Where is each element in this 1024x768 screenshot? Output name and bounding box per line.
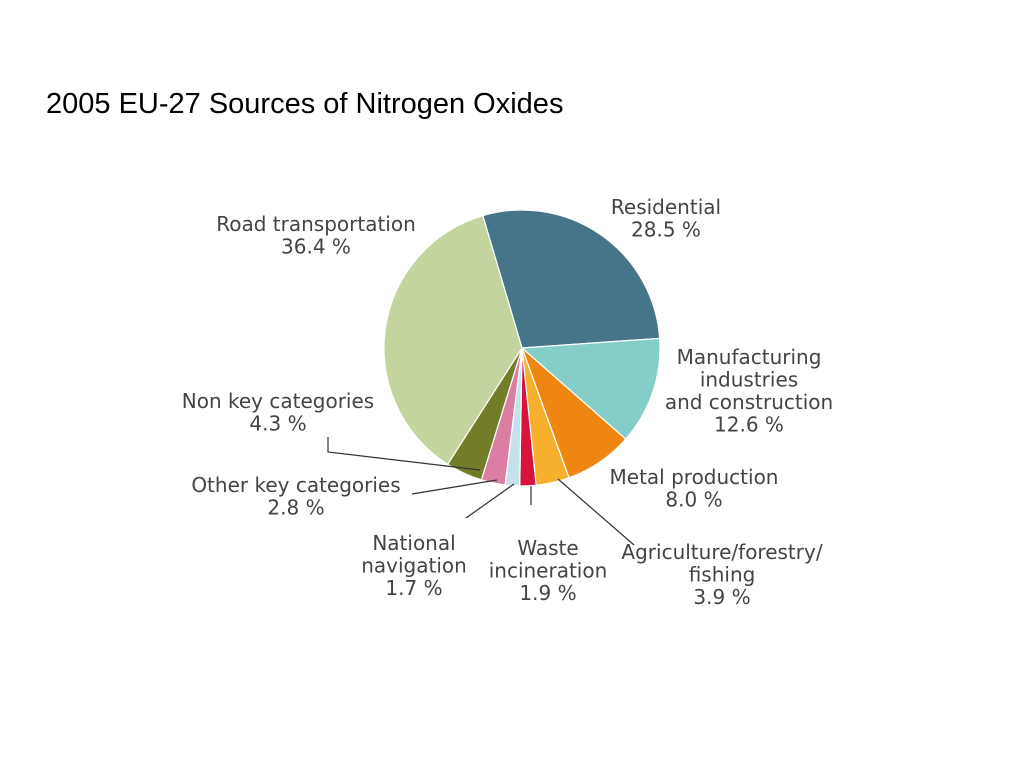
slice-name-agriculture: fishing bbox=[689, 563, 756, 587]
slice-name-non-key: Non key categories bbox=[182, 389, 374, 413]
slice-value-agriculture: 3.9 % bbox=[693, 585, 750, 609]
slice-value-road: 36.4 % bbox=[281, 235, 351, 259]
leader-line-non-key bbox=[327, 437, 481, 471]
slice-name-metal: Metal production bbox=[610, 465, 779, 489]
slice-label-road: Road transportation 36.4 % bbox=[216, 212, 416, 259]
slice-label-waste: Waste incineration 1.9 % bbox=[489, 536, 608, 605]
slice-label-residential: Residential 28.5 % bbox=[611, 195, 721, 242]
leader-line-navigation bbox=[465, 483, 515, 519]
chart-title: 2005 EU-27 Sources of Nitrogen Oxides bbox=[46, 88, 564, 120]
slice-name-manufacturing: and construction bbox=[665, 390, 833, 414]
slice-name-navigation: navigation bbox=[361, 554, 467, 578]
slice-name-agriculture: Agriculture/forestry/ bbox=[621, 540, 822, 564]
slice-value-residential: 28.5 % bbox=[631, 218, 701, 242]
slice-label-manufacturing: Manufacturing industries and construction 1… bbox=[665, 345, 833, 437]
pie-slice-road bbox=[383, 214, 523, 466]
slice-name-manufacturing: industries bbox=[700, 368, 798, 392]
slice-value-navigation: 1.7 % bbox=[385, 576, 442, 600]
slice-name-residential: Residential bbox=[611, 195, 721, 219]
slice-name-other-key: Other key categories bbox=[191, 473, 400, 497]
slice-label-non-key: Non key categories 4.3 % bbox=[182, 389, 374, 436]
slice-name-waste: Waste bbox=[517, 536, 578, 560]
slice-value-metal: 8.0 % bbox=[665, 488, 722, 512]
slice-value-waste: 1.9 % bbox=[519, 581, 576, 605]
slice-label-other-key: Other key categories 2.8 % bbox=[191, 473, 400, 520]
slice-label-agriculture: Agriculture/forestry/fishing 3.9 % bbox=[621, 540, 822, 609]
slice-name-road: Road transportation bbox=[216, 212, 416, 236]
pie-slice-residential bbox=[482, 209, 661, 349]
pie-slice-manufacturing bbox=[520, 337, 661, 440]
slice-value-manufacturing: 12.6 % bbox=[714, 413, 784, 437]
leader-line-agriculture bbox=[557, 478, 635, 546]
leader-lines bbox=[327, 437, 635, 546]
pie-slices bbox=[383, 209, 661, 487]
slice-label-navigation: National navigation 1.7 % bbox=[361, 531, 467, 600]
leader-line-other-key bbox=[411, 479, 498, 495]
slice-value-other-key: 2.8 % bbox=[267, 496, 324, 520]
slice-labels: Residential 28.5 % Manufacturing industries… bbox=[182, 195, 833, 609]
slice-name-manufacturing: Manufacturing bbox=[677, 345, 822, 369]
slice-value-non-key: 4.3 % bbox=[249, 412, 306, 436]
slice-name-waste: incineration bbox=[489, 559, 608, 583]
slice-label-metal: Metal production 8.0 % bbox=[610, 465, 779, 512]
slice-name-navigation: National bbox=[372, 531, 455, 555]
